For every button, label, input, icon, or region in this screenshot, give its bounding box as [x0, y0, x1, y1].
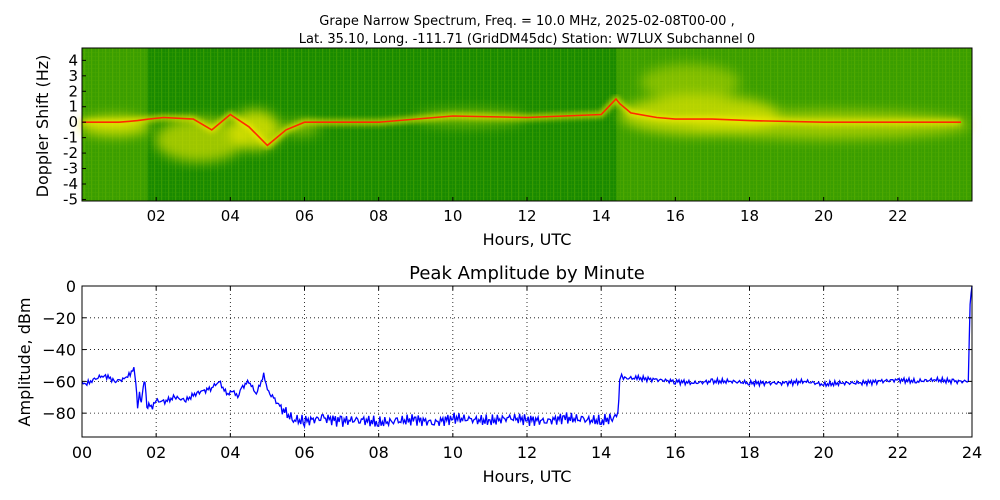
amplitude-x-tick-label: 02 — [146, 443, 166, 462]
spectrogram-y-tick-label: -1 — [63, 129, 78, 147]
spectrogram-x-tick-label: 06 — [295, 207, 314, 225]
spectrogram-y-tick-label: -5 — [63, 190, 78, 208]
spectrogram-title-line2: Lat. 35.10, Long. -111.71 (GridDM45dc) S… — [299, 32, 755, 47]
spectrogram-y-tick-label: -2 — [63, 144, 78, 162]
spectrogram-title-line1: Grape Narrow Spectrum, Freq. = 10.0 MHz,… — [319, 14, 734, 29]
amplitude-grid — [82, 286, 972, 437]
amplitude-x-tick-label: 14 — [591, 443, 611, 462]
amplitude-y-tick-label: −40 — [42, 341, 76, 360]
spectrogram-x-tick-label: 16 — [666, 207, 685, 225]
spectrogram-y-axis-label: Doppler Shift (Hz) — [33, 55, 52, 198]
amplitude-x-ticks: 00 02 04 06 08 10 12 14 16 18 20 22 24 — [72, 286, 982, 462]
spectrogram-x-tick-label: 14 — [592, 207, 611, 225]
spectrogram-x-tick-label: 20 — [814, 207, 833, 225]
spectrogram-y-tick-label: 3 — [68, 67, 78, 85]
amplitude-x-tick-label: 00 — [72, 443, 92, 462]
amplitude-y-ticks: 0 −20 −40 −60 −80 — [42, 277, 972, 423]
amplitude-x-tick-label: 24 — [962, 443, 982, 462]
spectrogram-y-tick-label: 4 — [68, 51, 78, 69]
amplitude-y-tick-label: 0 — [66, 277, 76, 296]
spectrogram-y-tick-label: -4 — [63, 175, 78, 193]
spectrogram-x-tick-label: 04 — [221, 207, 240, 225]
amplitude-x-axis-label: Hours, UTC — [483, 467, 572, 486]
amplitude-x-tick-label: 06 — [294, 443, 314, 462]
amplitude-y-tick-label: −20 — [42, 309, 76, 328]
amplitude-y-tick-label: −60 — [42, 372, 76, 391]
spectrogram-y-tick-label: 2 — [68, 82, 78, 100]
amplitude-x-tick-label: 18 — [739, 443, 759, 462]
spectrogram-x-tick-label: 22 — [888, 207, 907, 225]
amplitude-title: Peak Amplitude by Minute — [409, 263, 645, 284]
spectrogram-y-tick-label: -3 — [63, 160, 78, 178]
amplitude-x-tick-label: 20 — [813, 443, 833, 462]
amplitude-x-tick-label: 22 — [888, 443, 908, 462]
amplitude-y-axis-label: Amplitude, dBm — [15, 298, 34, 427]
spectrogram-carrier-trace — [82, 97, 961, 147]
spectrogram-y-tick-label: 1 — [68, 98, 78, 116]
spectrogram-x-tick-label: 08 — [369, 207, 388, 225]
amplitude-panel: 0 −20 −40 −60 −80 00 02 04 06 08 10 12 14 16 18 20 22 24 — [42, 277, 982, 462]
amplitude-x-tick-label: 12 — [517, 443, 537, 462]
amplitude-x-tick-label: 08 — [368, 443, 388, 462]
spectrogram-y-tick-label: 0 — [68, 113, 78, 131]
spectrogram-x-tick-label: 10 — [443, 207, 462, 225]
amplitude-y-tick-label: −80 — [42, 404, 76, 423]
amplitude-x-tick-label: 04 — [220, 443, 240, 462]
spectrogram-x-ticks: 02 04 06 08 10 12 14 16 18 20 22 — [147, 197, 907, 225]
amplitude-plot-area — [82, 286, 972, 437]
spectrogram-x-tick-label: 02 — [147, 207, 166, 225]
spectrogram-x-axis-label: Hours, UTC — [483, 230, 572, 249]
amplitude-x-tick-label: 16 — [665, 443, 685, 462]
amplitude-series-line — [81, 285, 973, 430]
spectrogram-x-tick-label: 18 — [740, 207, 759, 225]
amplitude-x-tick-label: 10 — [443, 443, 463, 462]
spectrogram-x-tick-label: 12 — [517, 207, 536, 225]
